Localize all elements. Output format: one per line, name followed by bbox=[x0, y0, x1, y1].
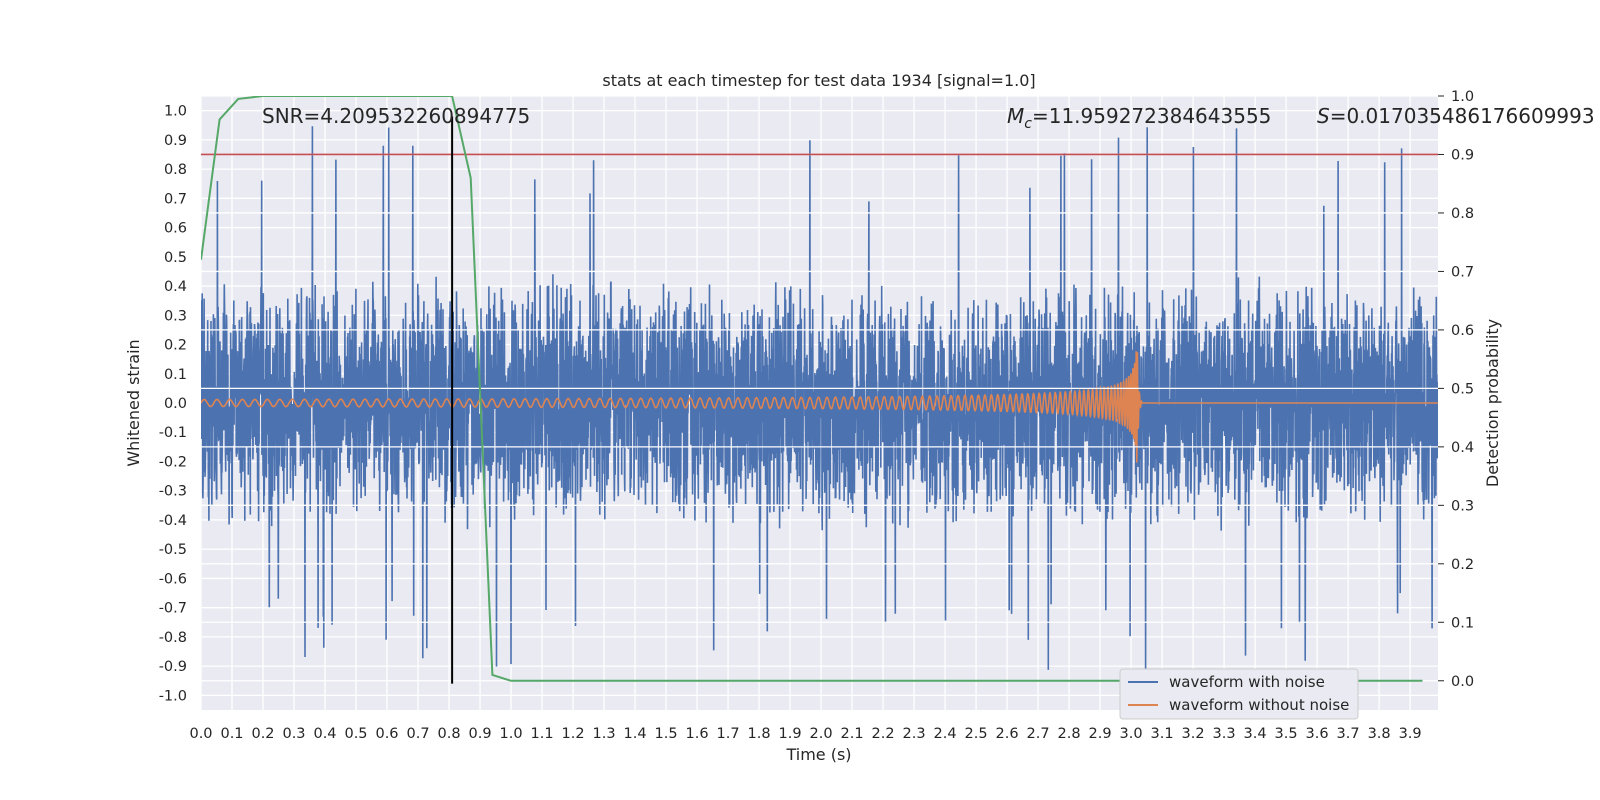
x-tick-label: 0.6 bbox=[375, 726, 398, 742]
x-tick-label: 3.0 bbox=[1120, 726, 1143, 742]
x-tick-label: 1.7 bbox=[717, 726, 740, 742]
x-tick-label: 3.6 bbox=[1306, 726, 1329, 742]
series-detection-probability bbox=[201, 96, 1423, 682]
s-annotation: S=0.017035486176609993 bbox=[1317, 104, 1595, 128]
x-tick-label: 2.6 bbox=[996, 726, 1019, 742]
y-tick-label: -0.3 bbox=[159, 484, 187, 500]
legend-box bbox=[1119, 668, 1359, 720]
x-tick-label: 2.5 bbox=[965, 726, 988, 742]
y-tick-label: -0.8 bbox=[159, 630, 187, 646]
y2-tick-label: 0.4 bbox=[1451, 440, 1474, 456]
x-tick-label: 3.1 bbox=[1151, 726, 1174, 742]
x-tick-label: 0.5 bbox=[344, 726, 367, 742]
y2-tick-label: 0.3 bbox=[1451, 498, 1474, 514]
chirp-mass-annotation: Mc=11.959272384643555 bbox=[1007, 104, 1271, 132]
y-axis-ticks: 1.0 0.9 0.8 0.7 0.6 0.5 0.4 0.3 0.2 0.1 0.0 -0.1 -0.… bbox=[159, 104, 187, 705]
y2-tick-label: 0.9 bbox=[1451, 147, 1474, 163]
y-tick-label: -0.5 bbox=[159, 542, 187, 558]
y2-tick-label: 0.8 bbox=[1451, 206, 1474, 222]
x-tick-label: 1.6 bbox=[686, 726, 709, 742]
x-tick-label: 3.9 bbox=[1399, 726, 1422, 742]
x-tick-label: 2.2 bbox=[872, 726, 895, 742]
x-tick-label: 0.4 bbox=[313, 726, 336, 742]
y2-tick-label: 0.6 bbox=[1451, 323, 1474, 339]
y2-tick-label: 0.5 bbox=[1451, 381, 1474, 397]
x-tick-label: 1.5 bbox=[655, 726, 678, 742]
x-tick-label: 1.0 bbox=[499, 726, 522, 742]
legend-label-noise: waveform with noise bbox=[1169, 673, 1325, 691]
x-tick-label: 2.8 bbox=[1058, 726, 1081, 742]
y-tick-label: -0.6 bbox=[159, 571, 187, 587]
y-tick-label: 0.8 bbox=[164, 162, 187, 178]
x-tick-label: 0.3 bbox=[282, 726, 305, 742]
x-tick-label: 2.9 bbox=[1089, 726, 1112, 742]
x-tick-label: 3.7 bbox=[1337, 726, 1360, 742]
x-tick-label: 1.1 bbox=[530, 726, 553, 742]
y-tick-label: -0.2 bbox=[159, 454, 187, 470]
y-tick-label: -1.0 bbox=[159, 688, 187, 704]
y-tick-label: 1.0 bbox=[164, 104, 187, 120]
x-tick-label: 2.3 bbox=[903, 726, 926, 742]
y-tick-label: -0.4 bbox=[159, 513, 187, 529]
x-tick-label: 0.0 bbox=[189, 726, 212, 742]
x-tick-label: 1.2 bbox=[561, 726, 584, 742]
snr-annotation: SNR=4.209532260894775 bbox=[262, 104, 530, 128]
y2-gridlines bbox=[201, 96, 1438, 682]
x-tick-label: 2.4 bbox=[934, 726, 957, 742]
x-tick-label: 3.8 bbox=[1368, 726, 1391, 742]
legend-label-clean: waveform without noise bbox=[1169, 696, 1349, 714]
y2-tick-label: 1.0 bbox=[1451, 89, 1474, 105]
y-tick-label: -0.1 bbox=[159, 425, 187, 441]
y-tick-label: 0.7 bbox=[164, 191, 187, 207]
y-tick-label: 0.9 bbox=[164, 133, 187, 149]
legend: waveform with noise waveform without noi… bbox=[1119, 668, 1359, 720]
y-tick-label: 0.4 bbox=[164, 279, 187, 295]
x-tick-label: 3.2 bbox=[1182, 726, 1205, 742]
chart-title: stats at each timestep for test data 193… bbox=[602, 71, 1035, 90]
y-tick-label: 0.3 bbox=[164, 308, 187, 324]
x-tick-label: 1.3 bbox=[593, 726, 616, 742]
series-waveform-without-noise bbox=[201, 351, 1438, 463]
y2-tick-label: 0.1 bbox=[1451, 615, 1474, 631]
x-tick-label: 1.4 bbox=[624, 726, 647, 742]
x-tick-label: 0.2 bbox=[251, 726, 274, 742]
x-tick-label: 1.8 bbox=[748, 726, 771, 742]
x-tick-label: 3.5 bbox=[1275, 726, 1298, 742]
x-axis-label: Time (s) bbox=[785, 745, 851, 764]
x-tick-label: 2.7 bbox=[1027, 726, 1050, 742]
y2-axis-label: Detection probability bbox=[1483, 319, 1502, 487]
x-tick-label: 3.3 bbox=[1213, 726, 1236, 742]
x-tick-label: 0.7 bbox=[406, 726, 429, 742]
y-tick-label: 0.1 bbox=[164, 367, 187, 383]
x-tick-label: 2.0 bbox=[810, 726, 833, 742]
x-tick-label: 0.8 bbox=[437, 726, 460, 742]
y-tick-label: -0.7 bbox=[159, 601, 187, 617]
y-tick-label: 0.2 bbox=[164, 338, 187, 354]
y-axis-label: Whitened strain bbox=[124, 339, 143, 466]
y2-axis-ticks: 1.0 0.9 0.8 0.7 0.6 0.5 0.4 0.3 0.2 0.1 0.0 bbox=[1438, 89, 1474, 690]
y-tick-label: 0.0 bbox=[164, 396, 187, 412]
y2-tick-label: 0.2 bbox=[1451, 557, 1474, 573]
x-tick-label: 0.1 bbox=[220, 726, 243, 742]
y-tick-label: 0.5 bbox=[164, 250, 187, 266]
y-tick-label: -0.9 bbox=[159, 659, 187, 675]
x-tick-label: 0.9 bbox=[468, 726, 491, 742]
x-tick-label: 3.4 bbox=[1244, 726, 1267, 742]
x-tick-label: 2.1 bbox=[841, 726, 864, 742]
y-tick-label: 0.6 bbox=[164, 221, 187, 237]
x-axis-ticks: 0.0 0.1 0.2 0.3 0.4 0.5 0.6 0.7 0.8 0.9 1.0 1.1 1.2 1… bbox=[189, 726, 1421, 742]
x-tick-label: 1.9 bbox=[779, 726, 802, 742]
y2-tick-label: 0.0 bbox=[1451, 674, 1474, 690]
y2-tick-label: 0.7 bbox=[1451, 264, 1474, 280]
